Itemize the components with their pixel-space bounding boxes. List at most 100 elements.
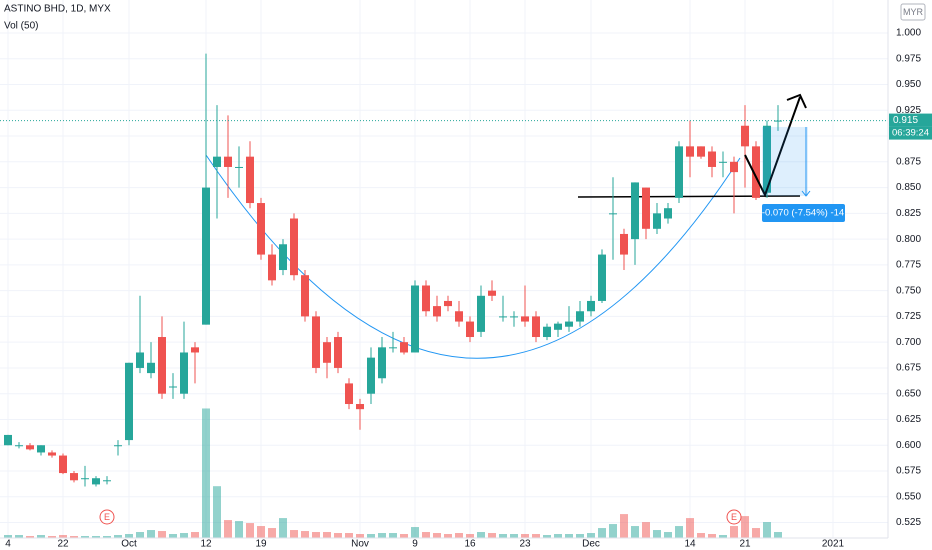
volume-bar (169, 534, 177, 538)
candle-body (675, 146, 683, 198)
candle-body (301, 275, 309, 317)
measure-box (762, 127, 808, 196)
volume-bar (466, 534, 474, 538)
y-tick-label: 0.875 (896, 156, 921, 167)
volume-bar (15, 535, 23, 538)
volume-bar (70, 536, 78, 538)
candle-body (510, 316, 518, 318)
x-tick-label: 19 (255, 539, 267, 550)
volume-bar (763, 522, 771, 538)
y-tick-label: 0.750 (896, 285, 921, 296)
volume-bar (499, 534, 507, 538)
support-line (577, 195, 801, 198)
grid (0, 0, 888, 538)
volume-bar (224, 520, 232, 538)
candle-body (411, 285, 419, 353)
volume-bar (81, 536, 89, 538)
volume-bar (202, 408, 210, 538)
earnings-marker (99, 509, 115, 525)
volume-bar (334, 533, 342, 538)
volume-bar (422, 532, 430, 538)
volume-bar (543, 535, 551, 538)
candle-body (697, 146, 705, 157)
candle-body (268, 254, 276, 281)
volume-bar (257, 526, 265, 538)
candle-body (246, 156, 254, 204)
candle-body (631, 182, 639, 240)
candle-body (444, 300, 452, 307)
currency-box[interactable] (900, 3, 926, 21)
x-tick-label: Nov (351, 539, 369, 550)
volume-bar (136, 532, 144, 538)
price-axis (888, 0, 932, 550)
x-tick-label: Oct (121, 539, 137, 550)
y-tick-label: 0.950 (896, 79, 921, 90)
candle-body (312, 316, 320, 368)
currency: MYR (903, 7, 924, 17)
y-tick-label: 0.550 (896, 491, 921, 502)
candle-body (477, 295, 485, 332)
candle-body (345, 383, 353, 405)
candle-body (114, 445, 122, 447)
volume-bar (620, 514, 628, 538)
measure-arrow (801, 190, 811, 197)
candles (4, 53, 782, 487)
candle-body (587, 300, 595, 312)
volume-bar (279, 518, 287, 538)
candle-body (576, 311, 584, 322)
candle-body (752, 146, 760, 198)
candle-body (422, 285, 430, 312)
y-tick-label: 0.975 (896, 53, 921, 64)
volume-bar (235, 521, 243, 538)
volume-bar (708, 534, 716, 538)
volume-bar (191, 532, 199, 538)
volume-bar (521, 534, 529, 538)
volume-bar (598, 528, 606, 538)
volume-label: Vol (50) (4, 21, 38, 32)
y-tick-label: 0.625 (896, 414, 921, 425)
volume-bar (92, 536, 100, 538)
candle-body (653, 213, 661, 229)
earnings-label: E (104, 512, 110, 522)
x-tick-label: 14 (684, 539, 696, 550)
volume-bar (356, 534, 364, 538)
volume-bar (642, 522, 650, 538)
candle-body (400, 342, 408, 353)
volume-bar (455, 533, 463, 538)
volume-bar (301, 531, 309, 538)
y-tick-label: 0.800 (896, 234, 921, 245)
y-tick-label: 0.675 (896, 363, 921, 374)
candle-body (598, 254, 606, 301)
candle-body (686, 146, 694, 157)
candle-body (532, 316, 540, 338)
volume-bar (4, 535, 12, 538)
candle-body (81, 478, 89, 480)
volume-bar (719, 535, 727, 538)
candle-body (59, 455, 67, 474)
candle-body (191, 347, 199, 353)
candle-body (609, 213, 617, 215)
volume-bar (510, 534, 518, 538)
candle-body (290, 218, 298, 276)
candle-body (125, 362, 133, 441)
candle-body (180, 352, 188, 394)
candle-body (565, 321, 573, 327)
last-price-box (889, 113, 932, 127)
candle-body (455, 311, 463, 322)
volume-bar (37, 535, 45, 538)
x-tick-label: 12 (200, 539, 212, 550)
volume-bar (268, 528, 276, 538)
volume-bar (730, 526, 738, 538)
x-tick-label: Dec (582, 539, 600, 550)
candle-body (730, 161, 738, 173)
y-tick-label: 0.775 (896, 260, 921, 271)
volume-bar (741, 516, 749, 538)
candle-body (224, 156, 232, 167)
countdown-label: 06:39:24 (892, 128, 929, 139)
volume-bar (125, 534, 133, 538)
candle-body (26, 445, 34, 450)
volume-bar (323, 532, 331, 538)
candle-body (378, 347, 386, 379)
x-tick-label: 9 (412, 539, 418, 550)
